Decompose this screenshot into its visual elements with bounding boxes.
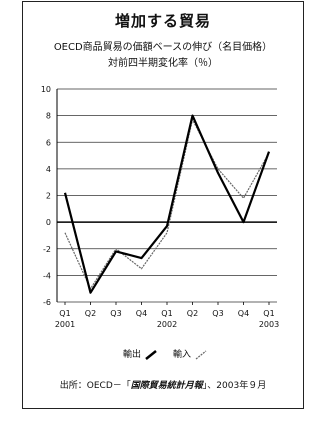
x-tick-label: Q3 (110, 309, 121, 318)
y-tick-label: 8 (46, 112, 51, 121)
legend-label-exports: 輸出 (123, 350, 142, 360)
legend-label-imports: 輸入 (173, 350, 192, 360)
x-year-label: 2002 (157, 320, 177, 329)
x-tick-label: Q1 (59, 309, 70, 318)
x-tick-label: Q4 (136, 309, 147, 318)
chart-frame: 増加する貿易 OECD商品貿易の価額ベースの伸び（名目価格） 対前四半期変化率（… (22, 1, 304, 409)
chart-subtitle: OECD商品貿易の価額ベースの伸び（名目価格） (53, 42, 273, 53)
series-line-exports (63, 114, 271, 294)
x-tick-label: Q4 (238, 309, 249, 318)
source-note: 出所：OECD－「国際貿易統計月報」、2003年９月 (23, 378, 303, 391)
y-tick-label: 0 (46, 218, 51, 227)
y-tick-label: 6 (46, 138, 51, 147)
x-tick-label: Q2 (85, 309, 96, 318)
line-chart: 10 8 6 4 2 0 -2 -4 -6 Q1 Q2 Q3 Q4 Q1 Q2 Q3 Q4 Q1 2001 2002 2… (41, 85, 279, 329)
y-tick-label: 2 (46, 192, 51, 201)
source-publication: 国際貿易統計月報 (130, 381, 203, 391)
y-tick-label: -4 (43, 271, 51, 280)
y-tick-label: -2 (43, 245, 51, 254)
x-tick-label: Q1 (161, 309, 172, 318)
legend-swatch-exports (145, 349, 157, 360)
source-suffix: 」、2003年９月 (202, 381, 267, 391)
x-year-label: 2001 (55, 320, 75, 329)
legend-exports: 輸出 (123, 347, 158, 360)
chart-title: 増加する貿易 (114, 12, 211, 30)
y-tick-label: -6 (43, 298, 51, 307)
legend-swatch-imports (195, 350, 207, 359)
x-tick-label: Q1 (263, 309, 274, 318)
chart-unit-label: 対前四半期変化率（％） (108, 58, 218, 69)
x-tick-label: Q3 (212, 309, 223, 318)
x-year-label: 2003 (259, 320, 279, 329)
source-prefix: 出所：OECD－「 (59, 381, 131, 391)
legend-imports: 輸入 (173, 347, 208, 360)
x-tick-label: Q2 (187, 309, 198, 318)
y-tick-label: 10 (41, 85, 51, 94)
y-tick-label: 4 (46, 165, 51, 174)
series-line-imports (64, 118, 270, 290)
